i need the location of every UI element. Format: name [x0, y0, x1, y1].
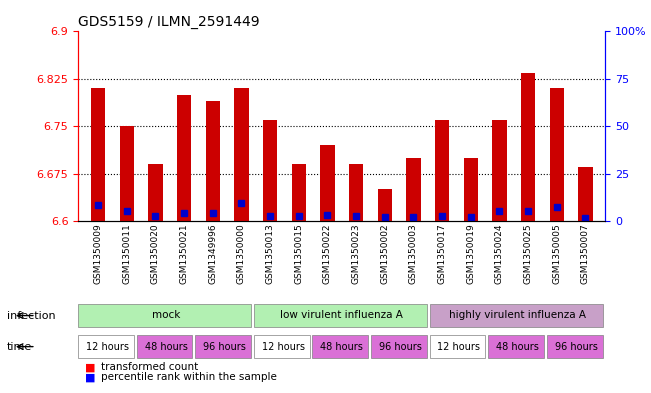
Bar — [349, 164, 363, 221]
Text: 12 hours: 12 hours — [437, 342, 480, 352]
Bar — [464, 158, 478, 221]
Bar — [234, 88, 249, 221]
FancyBboxPatch shape — [371, 335, 427, 358]
Bar — [292, 164, 306, 221]
Bar — [91, 88, 105, 221]
Bar — [177, 95, 191, 221]
FancyBboxPatch shape — [430, 335, 486, 358]
Text: low virulent influenza A: low virulent influenza A — [281, 310, 403, 320]
Bar — [549, 88, 564, 221]
Text: percentile rank within the sample: percentile rank within the sample — [101, 372, 277, 382]
Text: highly virulent influenza A: highly virulent influenza A — [449, 310, 586, 320]
Bar — [206, 101, 220, 221]
FancyBboxPatch shape — [430, 304, 603, 327]
Text: ■: ■ — [85, 362, 95, 373]
Text: infection: infection — [7, 310, 55, 321]
Text: 48 hours: 48 hours — [145, 342, 187, 352]
Bar — [378, 189, 392, 221]
Bar — [521, 72, 535, 221]
FancyBboxPatch shape — [254, 304, 427, 327]
Text: mock: mock — [152, 310, 180, 320]
Text: time: time — [7, 342, 32, 352]
FancyBboxPatch shape — [312, 335, 368, 358]
Text: 12 hours: 12 hours — [86, 342, 129, 352]
Text: ■: ■ — [85, 372, 95, 382]
Text: 48 hours: 48 hours — [496, 342, 539, 352]
Text: 96 hours: 96 hours — [379, 342, 422, 352]
FancyBboxPatch shape — [488, 335, 544, 358]
Bar — [120, 126, 134, 221]
Bar — [406, 158, 421, 221]
FancyBboxPatch shape — [78, 335, 134, 358]
Bar — [263, 120, 277, 221]
FancyBboxPatch shape — [547, 335, 603, 358]
Text: 96 hours: 96 hours — [203, 342, 246, 352]
Bar — [492, 120, 506, 221]
FancyBboxPatch shape — [195, 335, 251, 358]
Bar — [320, 145, 335, 221]
Text: GDS5159 / ILMN_2591449: GDS5159 / ILMN_2591449 — [78, 15, 260, 29]
Text: transformed count: transformed count — [101, 362, 198, 373]
Bar — [578, 167, 592, 221]
Text: 48 hours: 48 hours — [320, 342, 363, 352]
Text: 96 hours: 96 hours — [555, 342, 598, 352]
Bar — [148, 164, 163, 221]
FancyBboxPatch shape — [254, 335, 310, 358]
Text: 12 hours: 12 hours — [262, 342, 305, 352]
FancyBboxPatch shape — [78, 304, 251, 327]
FancyBboxPatch shape — [137, 335, 193, 358]
Bar — [435, 120, 449, 221]
